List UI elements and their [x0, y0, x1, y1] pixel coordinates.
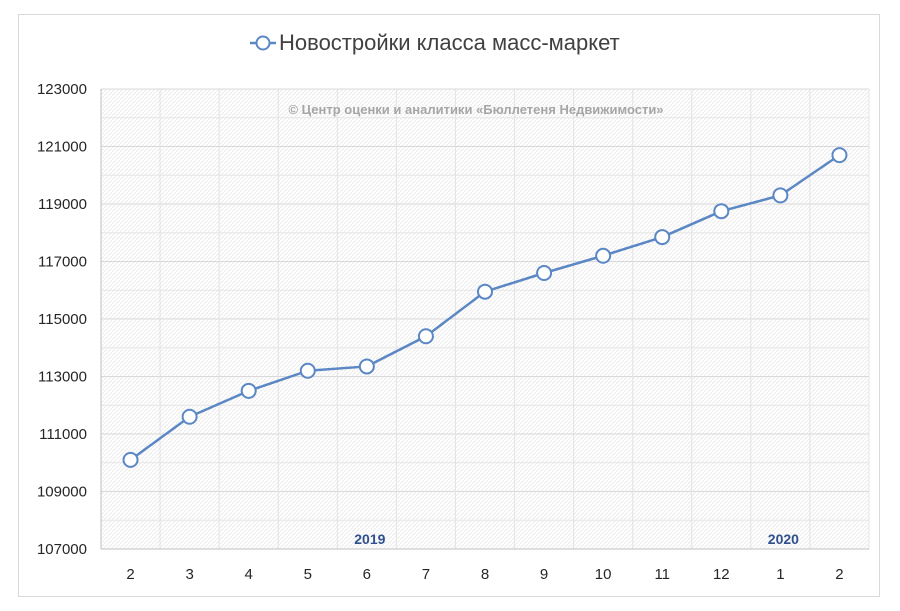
- year-label: 2019: [354, 531, 385, 547]
- x-tick-label: 4: [245, 566, 253, 583]
- x-tick-label: 1: [776, 566, 784, 583]
- x-tick-label: 3: [185, 566, 193, 583]
- data-point: [122, 451, 139, 468]
- data-point: [831, 147, 848, 164]
- y-tick-label: 117000: [38, 254, 87, 271]
- y-tick-label: 113000: [38, 369, 87, 386]
- y-tick-label: 121000: [37, 139, 87, 156]
- x-tick-label: 6: [363, 566, 371, 583]
- data-point: [417, 328, 434, 345]
- legend-marker: [255, 35, 271, 51]
- y-tick-label: 115000: [38, 311, 87, 328]
- data-point: [713, 203, 730, 220]
- data-point: [654, 229, 671, 246]
- chart-title: Новостройки класса масс-маркет: [279, 30, 620, 55]
- data-point: [772, 187, 789, 204]
- x-tick-label: 11: [654, 566, 670, 583]
- x-tick-label: 12: [713, 566, 730, 583]
- x-tick-label: 8: [481, 566, 489, 583]
- x-tick-label: 7: [422, 566, 430, 583]
- x-tick-label: 10: [595, 566, 612, 583]
- x-tick-label: 2: [835, 566, 843, 583]
- watermark-text: © Центр оценки и аналитики «Бюллетеня Не…: [288, 102, 663, 117]
- data-point: [358, 358, 375, 375]
- y-tick-label: 111000: [39, 426, 87, 443]
- y-tick-label: 119000: [38, 196, 87, 213]
- data-point: [181, 408, 198, 425]
- axes: 107000 109000 111000 113000 115000 117000 1190…: [37, 81, 869, 583]
- gridlines: [100, 88, 870, 550]
- data-point: [477, 283, 493, 300]
- series-group: [122, 147, 848, 468]
- data-point: [595, 247, 612, 264]
- x-tick-label: 2: [126, 566, 134, 583]
- data-point: [536, 265, 553, 281]
- data-point: [240, 382, 257, 399]
- year-label: 2020: [768, 531, 799, 547]
- y-tick-label: 107000: [37, 541, 87, 558]
- legend: Новостройки класса масс-маркет: [250, 30, 620, 55]
- x-tick-label: 9: [540, 566, 548, 583]
- data-point: [299, 362, 316, 379]
- y-tick-label: 123000: [37, 81, 87, 98]
- y-tick-label: 109000: [37, 484, 87, 501]
- x-tick-label: 5: [304, 566, 312, 583]
